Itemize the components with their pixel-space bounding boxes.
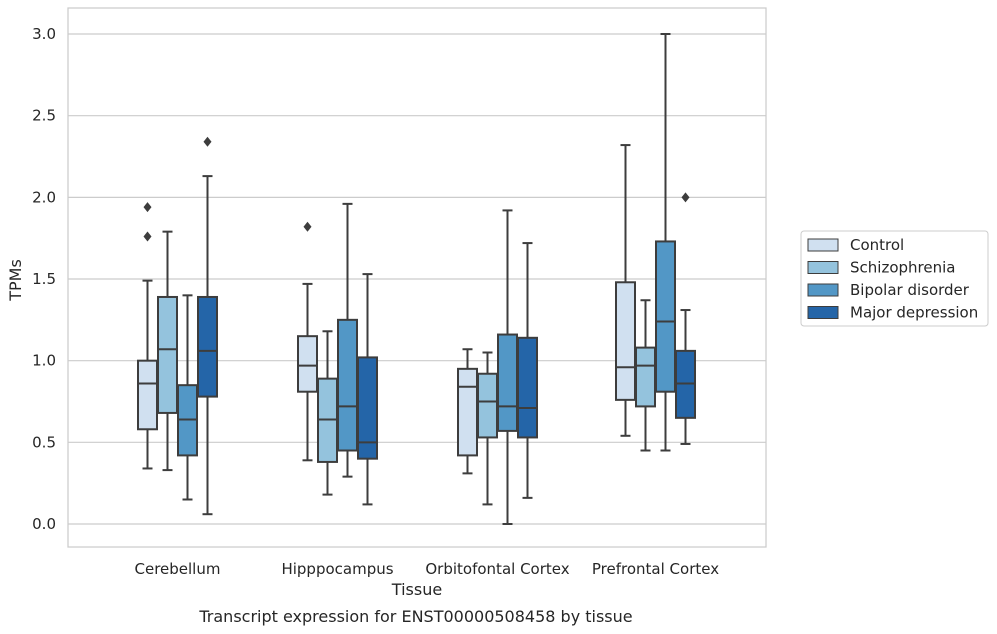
y-tick-label: 2.0 bbox=[32, 188, 56, 206]
y-axis-label: TPMs bbox=[6, 259, 25, 302]
chart-caption: Transcript expression for ENST0000050845… bbox=[198, 607, 632, 626]
x-tick-label: Cerebellum bbox=[135, 560, 221, 578]
box-body bbox=[457, 367, 478, 457]
box-0-2 bbox=[457, 348, 478, 475]
x-tick-label: Prefrontal Cortex bbox=[592, 560, 719, 578]
box-body bbox=[297, 335, 318, 393]
legend-label: Bipolar disorder bbox=[850, 281, 970, 299]
box-3-0 bbox=[197, 136, 218, 516]
legend-frame bbox=[800, 230, 989, 327]
legend-swatch bbox=[807, 306, 839, 319]
plot-frame bbox=[67, 7, 767, 548]
box-body bbox=[635, 346, 656, 408]
legend-swatch bbox=[807, 238, 839, 252]
box-body bbox=[197, 295, 218, 398]
outlier-point bbox=[143, 202, 152, 213]
box-2-0 bbox=[177, 294, 198, 501]
outlier-point bbox=[143, 231, 152, 242]
box-1-0 bbox=[157, 230, 178, 472]
x-axis-label: Tissue bbox=[391, 580, 442, 599]
y-tick-label: 1.0 bbox=[32, 352, 56, 370]
legend-swatch bbox=[807, 261, 839, 274]
box-1-3 bbox=[635, 299, 656, 452]
box-body bbox=[337, 318, 358, 452]
y-tick-label: 1.5 bbox=[32, 270, 56, 288]
box-2-2 bbox=[497, 209, 518, 525]
box-body bbox=[477, 372, 498, 439]
box-2-1 bbox=[337, 202, 358, 478]
box-0-3 bbox=[615, 144, 636, 437]
box-body bbox=[517, 336, 538, 439]
outlier-point bbox=[681, 192, 690, 203]
outlier-point bbox=[303, 221, 312, 232]
box-3-3 bbox=[675, 192, 696, 445]
legend-swatch bbox=[807, 283, 839, 297]
box-body bbox=[615, 281, 636, 401]
box-0-1 bbox=[297, 221, 318, 462]
box-body bbox=[357, 356, 378, 460]
box-1-2 bbox=[477, 351, 498, 506]
x-tick-labels: Cerebellum Hipppocampus Orbitofontal Corte… bbox=[135, 560, 720, 578]
box-1-1 bbox=[317, 330, 338, 496]
legend-label: Schizophrenia bbox=[850, 259, 955, 277]
box-body bbox=[157, 295, 178, 414]
y-tick-label: 0.0 bbox=[32, 515, 56, 533]
outlier-point bbox=[203, 136, 212, 147]
box-3-1 bbox=[357, 273, 378, 506]
legend: Control Schizophrenia Bipolar disorder Majo… bbox=[800, 230, 989, 327]
box-layer bbox=[137, 33, 696, 525]
x-tick-label: Orbitofontal Cortex bbox=[425, 560, 569, 578]
box-body bbox=[137, 359, 158, 431]
box-body bbox=[497, 333, 518, 432]
box-2-3 bbox=[655, 33, 676, 452]
y-tick-labels: 0.0 0.5 1.0 1.5 2.0 2.5 3.0 bbox=[32, 25, 56, 533]
box-0-0 bbox=[137, 202, 158, 470]
box-3-2 bbox=[517, 242, 538, 499]
y-tick-label: 0.5 bbox=[32, 433, 56, 451]
box-body bbox=[655, 240, 676, 393]
legend-label: Control bbox=[850, 236, 904, 254]
legend-label: Major depression bbox=[850, 304, 978, 322]
y-tick-label: 3.0 bbox=[32, 25, 56, 43]
x-tick-label: Hipppocampus bbox=[281, 560, 393, 578]
y-tick-label: 2.5 bbox=[32, 107, 56, 125]
